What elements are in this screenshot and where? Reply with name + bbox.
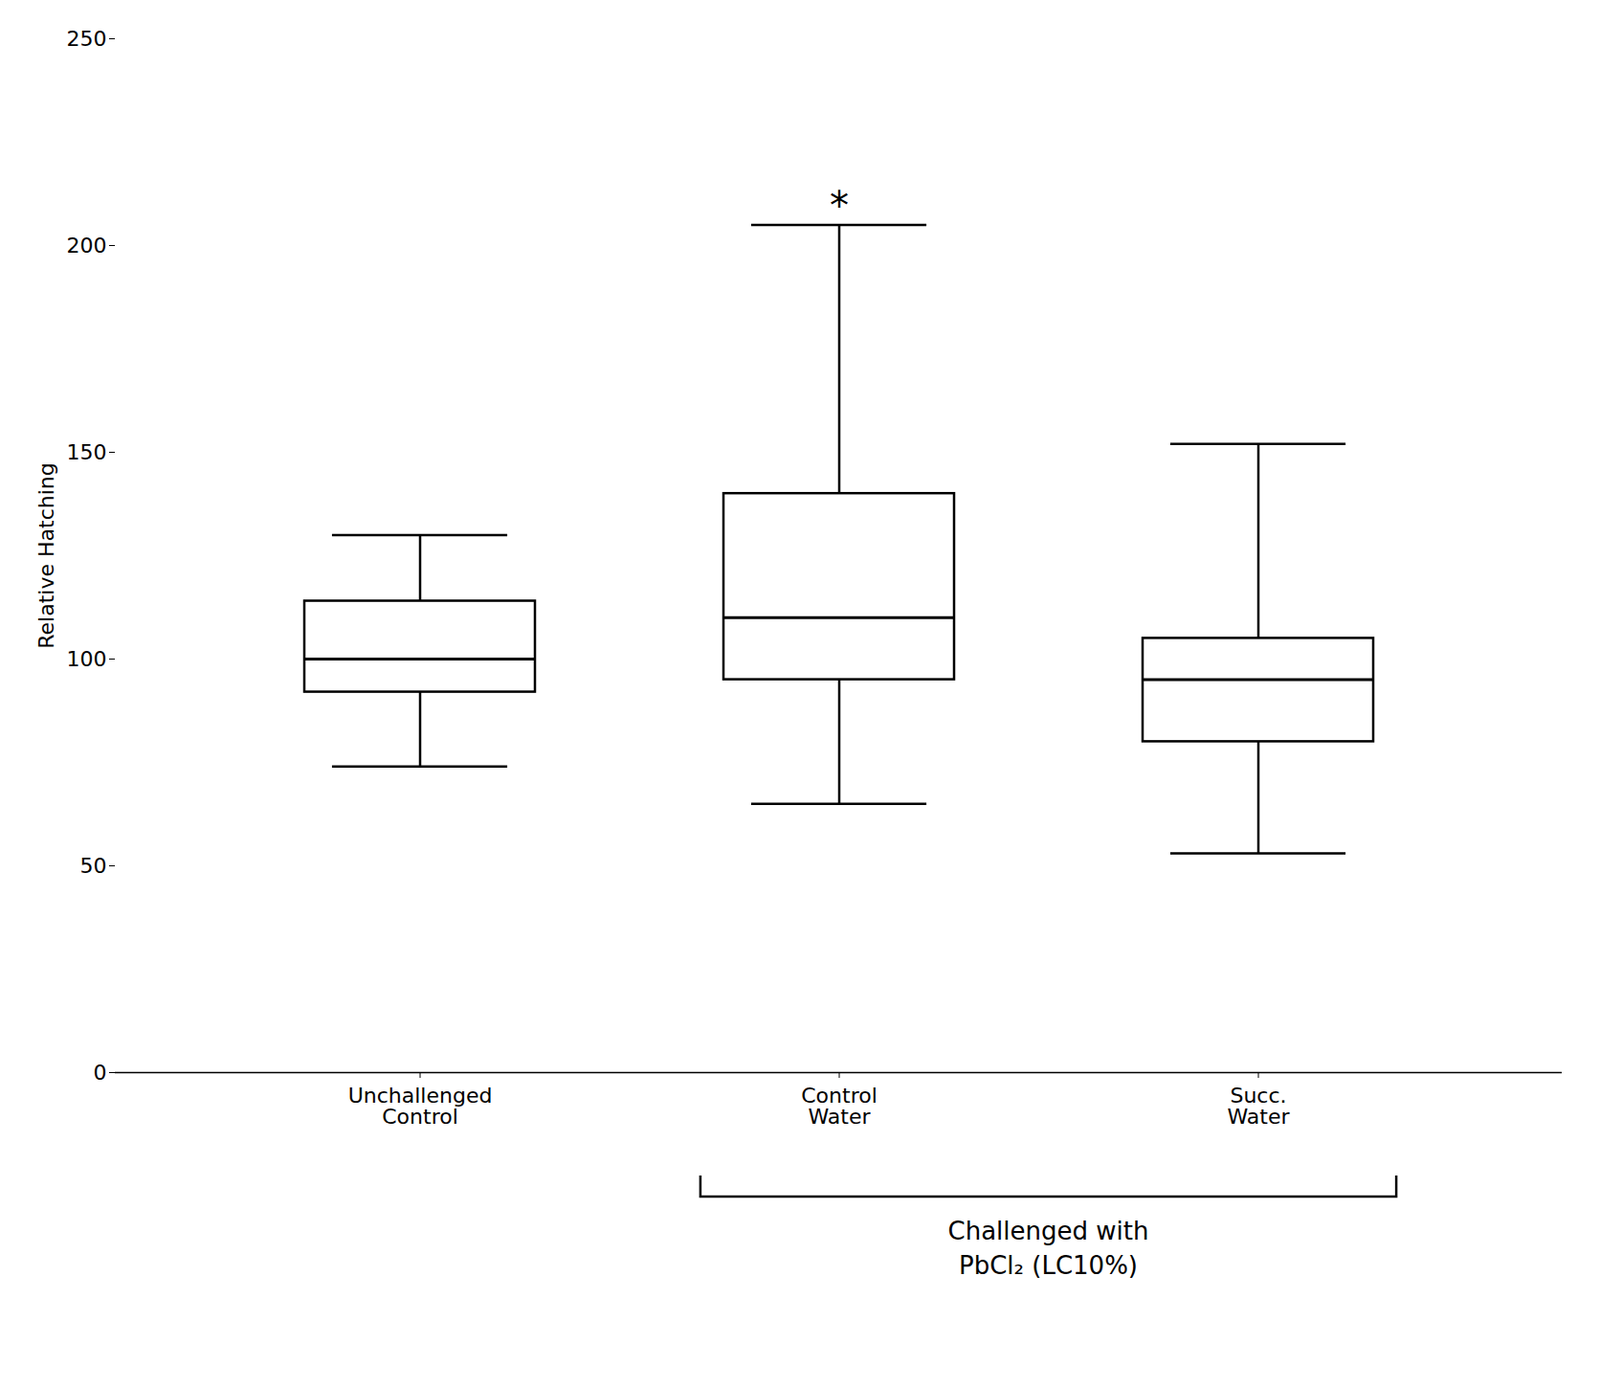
svg-text:Challenged withPbCl₂ (LC10%): Challenged withPbCl₂ (LC10%) (948, 1216, 1150, 1280)
svg-text:250: 250 (66, 26, 108, 51)
svg-text:100: 100 (66, 646, 108, 671)
svg-text:*: * (829, 183, 849, 228)
svg-text:50: 50 (80, 853, 108, 878)
svg-text:UnchallengedControl: UnchallengedControl (348, 1083, 493, 1129)
svg-text:150: 150 (66, 440, 108, 465)
svg-text:0: 0 (93, 1060, 108, 1085)
svg-text:Succ.Water: Succ.Water (1226, 1083, 1290, 1129)
svg-text:Relative Hatching: Relative Hatching (34, 462, 59, 648)
svg-text:ControlWater: ControlWater (800, 1083, 878, 1129)
svg-text:200: 200 (66, 233, 108, 258)
